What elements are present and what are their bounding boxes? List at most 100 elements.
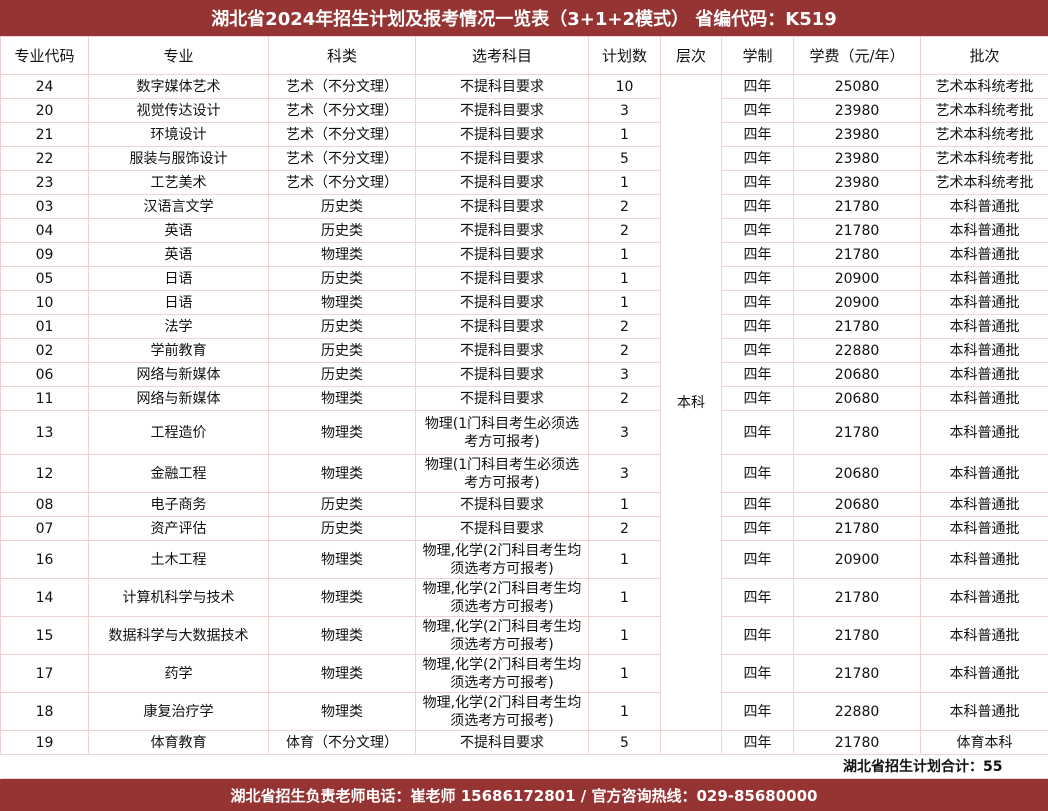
batch: 本科普通批 — [920, 194, 1048, 219]
plan-count: 3 — [588, 98, 661, 123]
major-code: 19 — [0, 730, 89, 755]
batch: 本科普通批 — [920, 338, 1048, 363]
table-row: 16 土木工程 物理类 物理,化学(2门科目考生均须选考方可报考) 1 四年 20900 本科… — [0, 540, 1048, 579]
tuition: 21780 — [793, 242, 921, 267]
plan-count: 2 — [588, 314, 661, 339]
batch: 艺术本科统考批 — [920, 170, 1048, 195]
tuition: 21780 — [793, 516, 921, 541]
duration: 四年 — [721, 516, 794, 541]
plan-count: 1 — [588, 692, 661, 731]
tuition: 20680 — [793, 492, 921, 517]
column-header: 专业代码 — [0, 36, 89, 75]
major-name: 康复治疗学 — [88, 692, 269, 731]
table-row: 14 计算机科学与技术 物理类 物理,化学(2门科目考生均须选考方可报考) 1 四年 217… — [0, 578, 1048, 617]
duration: 四年 — [721, 692, 794, 731]
duration: 四年 — [721, 218, 794, 243]
required-subjects: 物理,化学(2门科目考生均须选考方可报考) — [415, 616, 589, 655]
column-header: 学制 — [721, 36, 794, 75]
subject-category: 艺术（不分文理） — [268, 98, 416, 123]
major-name: 网络与新媒体 — [88, 362, 269, 387]
required-subjects: 物理(1门科目考生必须选考方可报考) — [415, 454, 589, 493]
major-name: 环境设计 — [88, 122, 269, 147]
table-row: 17 药学 物理类 物理,化学(2门科目考生均须选考方可报考) 1 四年 21780 本科普通… — [0, 654, 1048, 693]
column-header: 科类 — [268, 36, 416, 75]
subject-category: 物理类 — [268, 386, 416, 411]
tuition: 21780 — [793, 578, 921, 617]
tuition: 21780 — [793, 654, 921, 693]
major-code: 21 — [0, 122, 89, 147]
column-header: 批次 — [920, 36, 1048, 75]
header-row: 专业代码 专业 科类 选考科目 计划数 层次 学制 学费（元/年） 批次 — [0, 36, 1048, 75]
major-code: 16 — [0, 540, 89, 579]
major-code: 24 — [0, 74, 89, 99]
tuition: 20900 — [793, 290, 921, 315]
enrollment-table: 专业代码 专业 科类 选考科目 计划数 层次 学制 学费（元/年） 批次 24 数字媒体艺术 艺术（… — [0, 36, 1048, 779]
duration: 四年 — [721, 386, 794, 411]
subject-category: 历史类 — [268, 492, 416, 517]
subject-category: 历史类 — [268, 194, 416, 219]
subject-category: 历史类 — [268, 338, 416, 363]
table-row: 13 工程造价 物理类 物理(1门科目考生必须选考方可报考) 3 四年 21780 本科普通批 — [0, 410, 1048, 455]
subject-category: 体育（不分文理） — [268, 730, 416, 755]
major-code: 08 — [0, 492, 89, 517]
table-row: 01 法学 历史类 不提科目要求 2 四年 21780 本科普通批 — [0, 314, 1048, 339]
subject-category: 历史类 — [268, 362, 416, 387]
plan-count: 3 — [588, 454, 661, 493]
subject-category: 艺术（不分文理） — [268, 74, 416, 99]
subject-category: 物理类 — [268, 540, 416, 579]
required-subjects: 不提科目要求 — [415, 122, 589, 147]
table-row: 02 学前教育 历史类 不提科目要求 2 四年 22880 本科普通批 — [0, 338, 1048, 363]
major-name: 日语 — [88, 266, 269, 291]
required-subjects: 不提科目要求 — [415, 314, 589, 339]
major-code: 09 — [0, 242, 89, 267]
major-name: 数字媒体艺术 — [88, 74, 269, 99]
subject-category: 艺术（不分文理） — [268, 170, 416, 195]
table-row: 18 康复治疗学 物理类 物理,化学(2门科目考生均须选考方可报考) 1 四年 22880 本… — [0, 692, 1048, 731]
required-subjects: 物理,化学(2门科目考生均须选考方可报考) — [415, 578, 589, 617]
subject-category: 物理类 — [268, 290, 416, 315]
tuition: 25080 — [793, 74, 921, 99]
batch: 本科普通批 — [920, 386, 1048, 411]
major-code: 13 — [0, 410, 89, 455]
batch: 本科普通批 — [920, 242, 1048, 267]
required-subjects: 不提科目要求 — [415, 338, 589, 363]
required-subjects: 物理,化学(2门科目考生均须选考方可报考) — [415, 654, 589, 693]
plan-count: 2 — [588, 338, 661, 363]
required-subjects: 物理,化学(2门科目考生均须选考方可报考) — [415, 540, 589, 579]
duration: 四年 — [721, 338, 794, 363]
duration: 四年 — [721, 242, 794, 267]
plan-count: 3 — [588, 410, 661, 455]
subject-category: 历史类 — [268, 314, 416, 339]
batch: 本科普通批 — [920, 218, 1048, 243]
duration: 四年 — [721, 194, 794, 219]
required-subjects: 不提科目要求 — [415, 98, 589, 123]
table-row: 12 金融工程 物理类 物理(1门科目考生必须选考方可报考) 3 四年 20680 本科普通批 — [0, 454, 1048, 493]
major-name: 数据科学与大数据技术 — [88, 616, 269, 655]
subject-category: 艺术（不分文理） — [268, 122, 416, 147]
batch: 本科普通批 — [920, 454, 1048, 493]
major-code: 17 — [0, 654, 89, 693]
plan-count: 1 — [588, 242, 661, 267]
subject-category: 物理类 — [268, 692, 416, 731]
tuition: 20900 — [793, 266, 921, 291]
major-name: 工程造价 — [88, 410, 269, 455]
major-name: 药学 — [88, 654, 269, 693]
table-row: 24 数字媒体艺术 艺术（不分文理） 不提科目要求 10 本科 四年 25080 艺术本科统考批 — [0, 74, 1048, 731]
tuition: 20680 — [793, 454, 921, 493]
major-name: 土木工程 — [88, 540, 269, 579]
major-name: 体育教育 — [88, 730, 269, 755]
plan-count: 1 — [588, 578, 661, 617]
total-row: 湖北省招生计划合计：55 — [0, 754, 1048, 779]
batch: 本科普通批 — [920, 654, 1048, 693]
required-subjects: 不提科目要求 — [415, 74, 589, 99]
major-code: 01 — [0, 314, 89, 339]
plan-count: 5 — [588, 146, 661, 171]
plan-count: 2 — [588, 218, 661, 243]
major-name: 视觉传达设计 — [88, 98, 269, 123]
major-name: 英语 — [88, 242, 269, 267]
table-row: 07 资产评估 历史类 不提科目要求 2 四年 21780 本科普通批 — [0, 516, 1048, 541]
major-code: 18 — [0, 692, 89, 731]
batch: 艺术本科统考批 — [920, 146, 1048, 171]
required-subjects: 不提科目要求 — [415, 386, 589, 411]
major-name: 日语 — [88, 290, 269, 315]
